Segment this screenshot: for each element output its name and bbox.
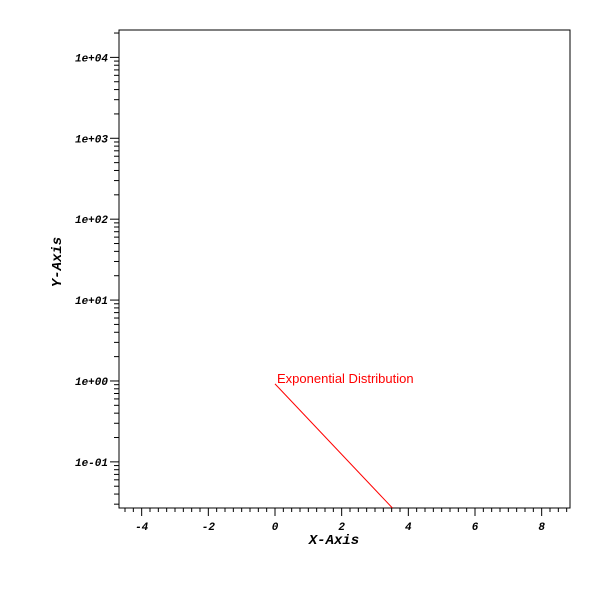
series-label: Exponential Distribution: [277, 371, 414, 386]
series-line-exponential: [274, 383, 393, 509]
x-tick-label: 6: [472, 522, 479, 534]
x-tick-label: 2: [338, 522, 345, 534]
x-tick-label: 0: [272, 522, 279, 534]
x-tick-label: 4: [405, 522, 412, 534]
x-axis-ticks: -4 -2 0 2 4 6 8: [124, 508, 568, 534]
y-tick-label: 1e+04: [75, 53, 108, 65]
y-tick-label: 1e+02: [75, 215, 108, 227]
y-tick-label: 1e+00: [75, 377, 108, 389]
y-axis-ticks: 1e-01 1e+00 1e+01 1e+02 1e+03 1e+04: [75, 32, 119, 505]
x-tick-label: -2: [202, 522, 216, 534]
y-axis-title: Y-Axis: [50, 237, 66, 287]
x-tick-label: 8: [538, 522, 545, 534]
y-tick-label: 1e-01: [75, 458, 108, 470]
x-tick-label: -4: [135, 522, 149, 534]
x-axis-title: X-Axis: [308, 533, 359, 549]
plot-border: [118, 29, 571, 509]
y-tick-label: 1e+03: [75, 134, 108, 146]
y-tick-label: 1e+01: [75, 296, 108, 308]
